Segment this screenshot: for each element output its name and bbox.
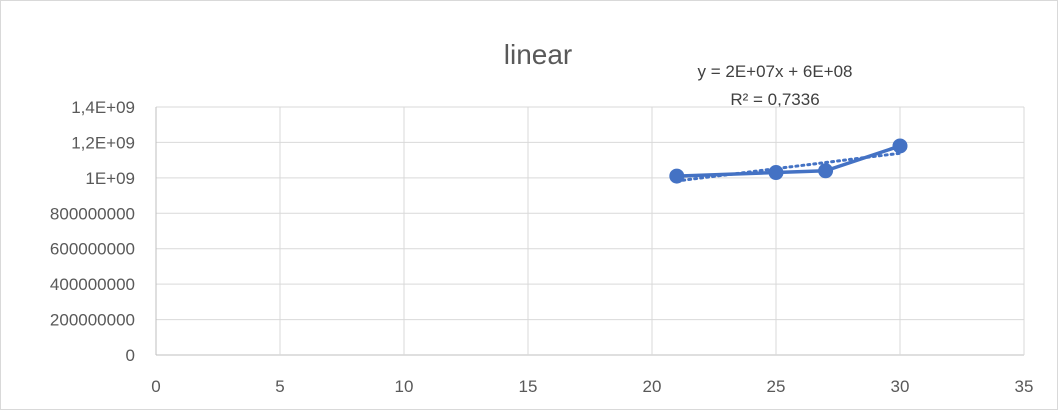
data-series: [669, 138, 908, 184]
x-tick-label: 0: [151, 377, 160, 396]
x-tick-label: 10: [395, 377, 414, 396]
y-tick-label: 800000000: [50, 204, 135, 223]
trendline-r-squared: R² = 0,7336: [730, 90, 819, 109]
x-tick-label: 20: [643, 377, 662, 396]
x-tick-label: 15: [519, 377, 538, 396]
gridlines: [155, 106, 1025, 356]
y-tick-label: 200000000: [50, 311, 135, 330]
chart-title: linear: [504, 39, 572, 70]
axes: 0 200000000 400000000 600000000 800000000 1E+…: [50, 98, 1034, 396]
x-tick-label: 30: [891, 377, 910, 396]
y-tick-label: 1E+09: [85, 169, 135, 188]
y-tick-label: 600000000: [50, 240, 135, 259]
series-line: [676, 144, 901, 178]
trendline-equation: y = 2E+07x + 6E+08: [697, 62, 852, 81]
y-tick-label: 400000000: [50, 275, 135, 294]
data-point: [892, 138, 908, 154]
y-tick-label: 1,2E+09: [71, 133, 135, 152]
x-tick-label: 5: [275, 377, 284, 396]
data-point: [669, 168, 685, 184]
data-point: [818, 163, 834, 179]
y-tick-label: 0: [126, 346, 135, 365]
x-tick-label: 25: [767, 377, 786, 396]
y-tick-label: 1,4E+09: [71, 98, 135, 117]
data-point: [768, 165, 784, 181]
x-tick-label: 35: [1015, 377, 1034, 396]
